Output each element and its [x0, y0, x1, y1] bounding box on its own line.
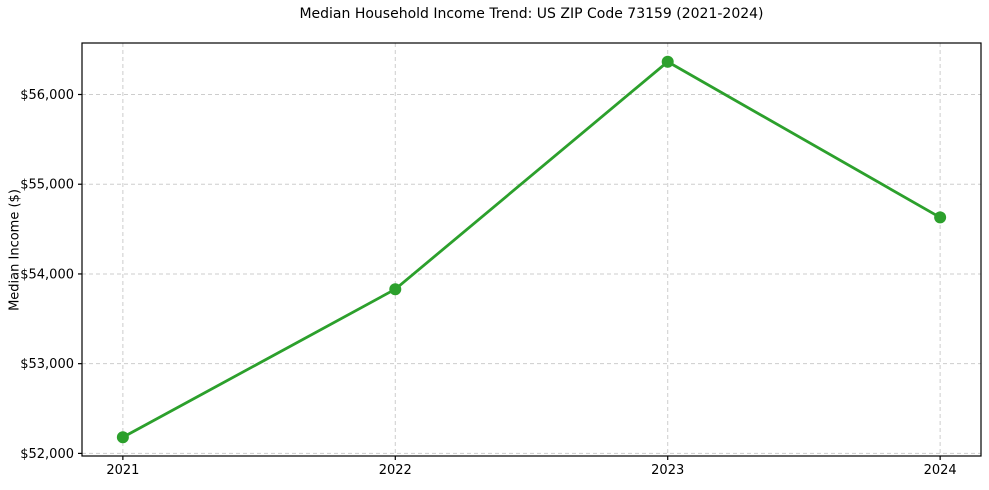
- x-tick-label: 2023: [651, 463, 684, 478]
- y-tick-label: $55,000: [20, 178, 74, 193]
- x-tick-label: 2021: [106, 463, 139, 478]
- data-point-marker: [661, 55, 674, 68]
- data-point-marker: [934, 211, 947, 224]
- y-tick-label: $56,000: [20, 88, 74, 103]
- x-tick-label: 2024: [924, 463, 957, 478]
- data-point-marker: [116, 431, 129, 444]
- y-axis-label: Median Income ($): [7, 189, 23, 311]
- data-point-marker: [389, 283, 402, 296]
- chart-title: Median Household Income Trend: US ZIP Co…: [299, 6, 764, 22]
- y-tick-label: $54,000: [20, 267, 74, 282]
- trend-line: [121, 60, 942, 439]
- plot-border: [81, 42, 982, 457]
- y-tick-label: $53,000: [20, 357, 74, 372]
- y-tick-label: $52,000: [20, 447, 74, 462]
- x-tick-label: 2022: [379, 463, 412, 478]
